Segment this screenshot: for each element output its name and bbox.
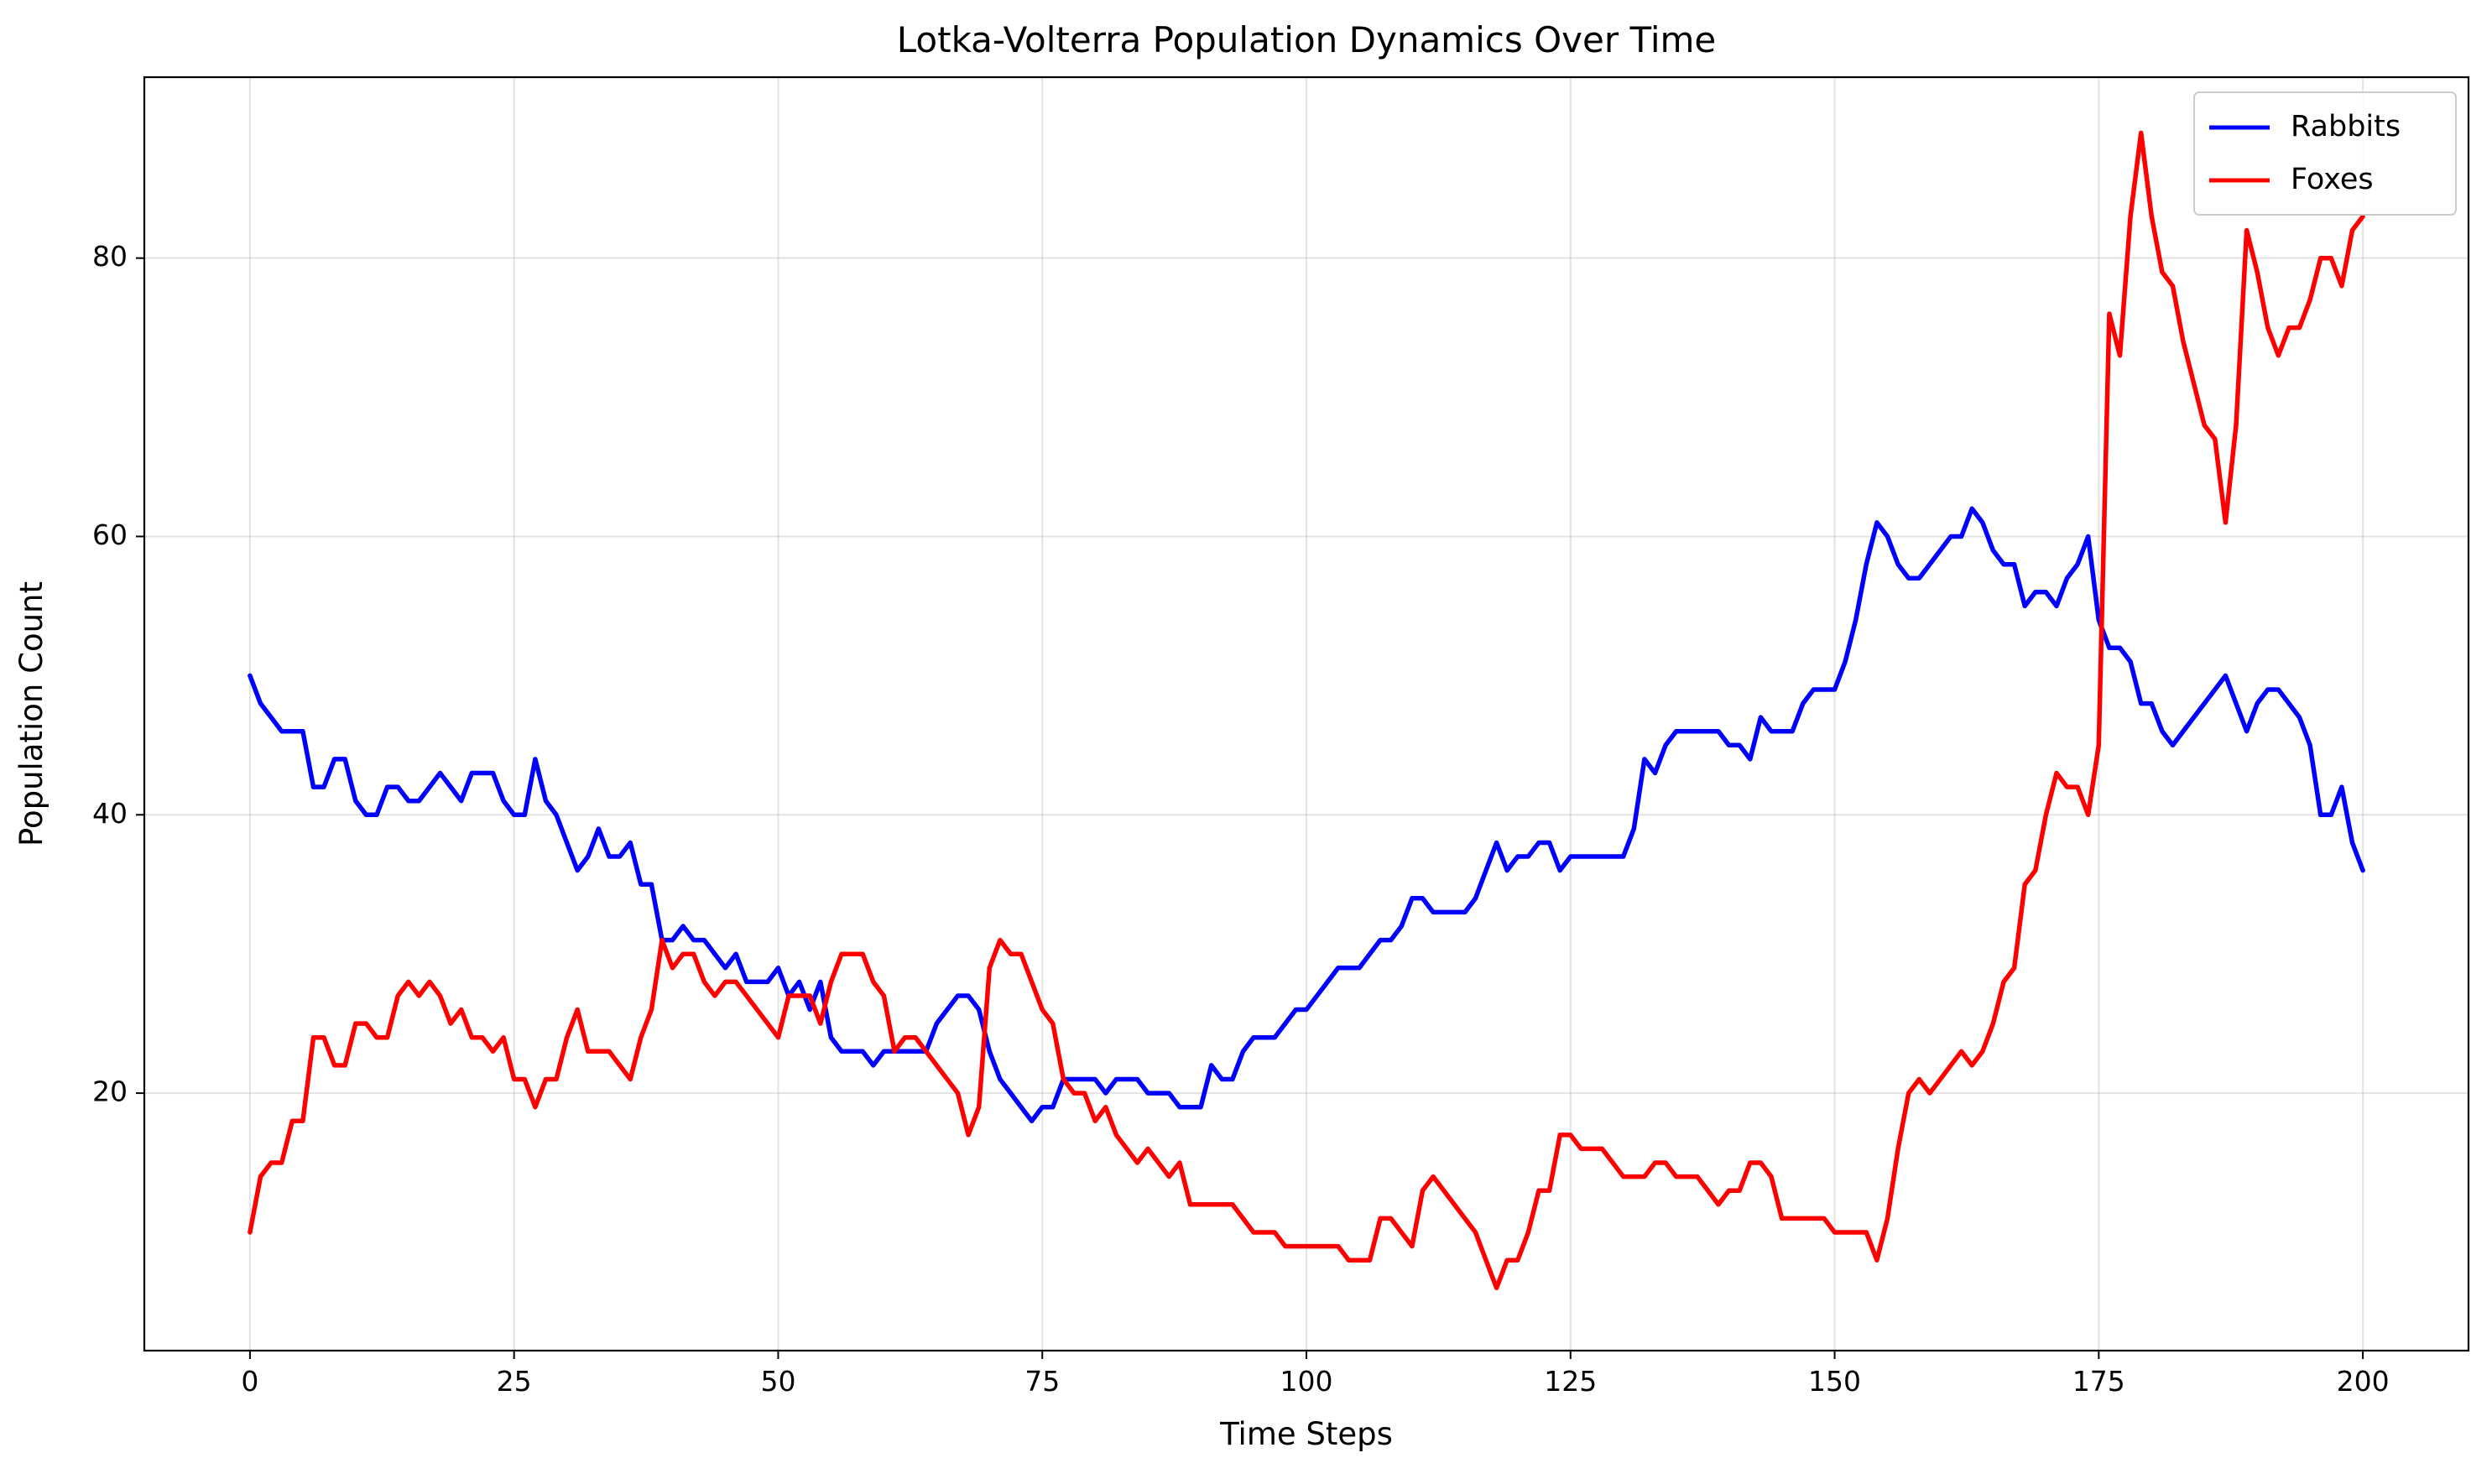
legend-label-rabbits: Rabbits — [2291, 110, 2401, 143]
x-tick-label: 25 — [497, 1365, 532, 1398]
y-tick-label: 60 — [92, 518, 128, 551]
y-tick-label: 20 — [92, 1075, 128, 1108]
legend-label-foxes: Foxes — [2291, 163, 2374, 196]
x-tick-label: 100 — [1280, 1365, 1333, 1398]
chart-title: Lotka-Volterra Population Dynamics Over … — [897, 19, 1717, 60]
x-tick-label: 50 — [760, 1365, 795, 1398]
x-tick-label: 175 — [2072, 1365, 2125, 1398]
series-layer — [248, 130, 2365, 1291]
x-axis-label: Time Steps — [1219, 1416, 1393, 1452]
legend-box — [2193, 91, 2457, 216]
series-line-rabbits — [248, 506, 2365, 1124]
y-tick-label: 80 — [92, 240, 128, 273]
x-tick-label: 75 — [1024, 1365, 1060, 1398]
x-tick-label: 200 — [2337, 1365, 2390, 1398]
y-axis-label: Population Count — [13, 581, 50, 846]
x-tick-label: 0 — [241, 1365, 258, 1398]
series-line-foxes — [248, 130, 2365, 1291]
grid-layer — [144, 77, 2469, 1351]
legend: Rabbits Foxes — [2193, 91, 2457, 216]
y-tick-label: 40 — [92, 797, 128, 830]
tick-layer: 0 25 50 75 100 125 150 175 200 20 40 60 80 — [92, 240, 2390, 1398]
x-tick-label: 125 — [1544, 1365, 1597, 1398]
x-tick-label: 150 — [1808, 1365, 1861, 1398]
